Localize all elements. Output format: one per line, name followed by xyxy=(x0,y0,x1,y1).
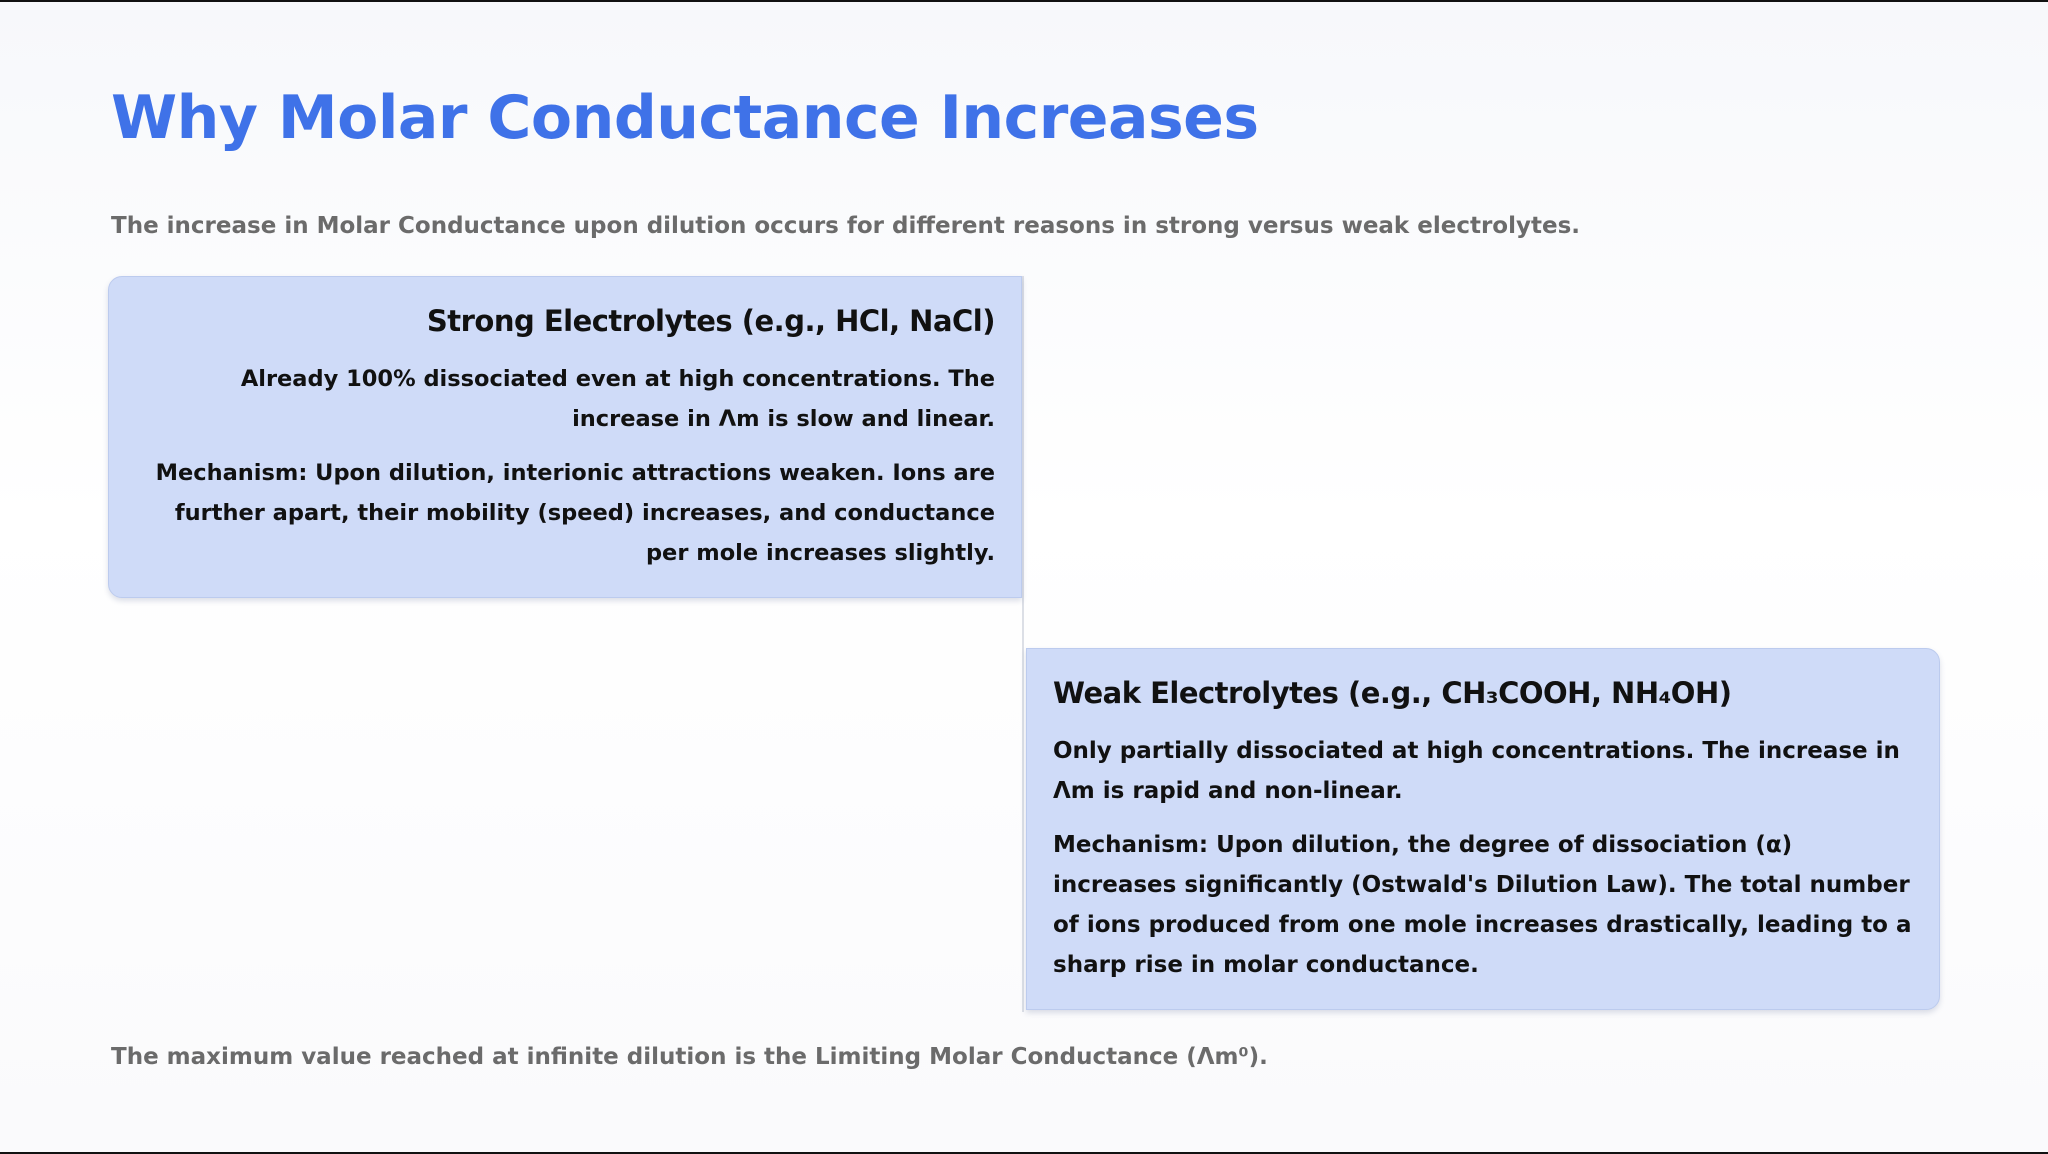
page-subtitle: The increase in Molar Conductance upon d… xyxy=(111,213,1580,239)
weak-electrolytes-description: Only partially dissociated at high conce… xyxy=(1053,738,1900,804)
weak-electrolytes-title: Weak Electrolytes (e.g., CH₃COOH, NH₄OH) xyxy=(1053,676,1732,710)
footnote: The maximum value reached at infinite di… xyxy=(111,1044,1268,1070)
page-title: Why Molar Conductance Increases xyxy=(111,83,1259,153)
weak-electrolytes-mechanism: Mechanism: Upon dilution, the degree of … xyxy=(1053,832,1912,978)
strong-electrolytes-title: Strong Electrolytes (e.g., HCl, NaCl) xyxy=(426,304,996,338)
timeline-divider xyxy=(1022,276,1024,1012)
weak-electrolytes-card: Weak Electrolytes (e.g., CH₃COOH, NH₄OH)… xyxy=(1026,648,1940,1010)
strong-electrolytes-mechanism: Mechanism: Upon dilution, interionic att… xyxy=(155,460,995,566)
strong-electrolytes-card: Strong Electrolytes (e.g., HCl, NaCl) Al… xyxy=(108,276,1022,598)
strong-electrolytes-description: Already 100% dissociated even at high co… xyxy=(240,366,995,432)
